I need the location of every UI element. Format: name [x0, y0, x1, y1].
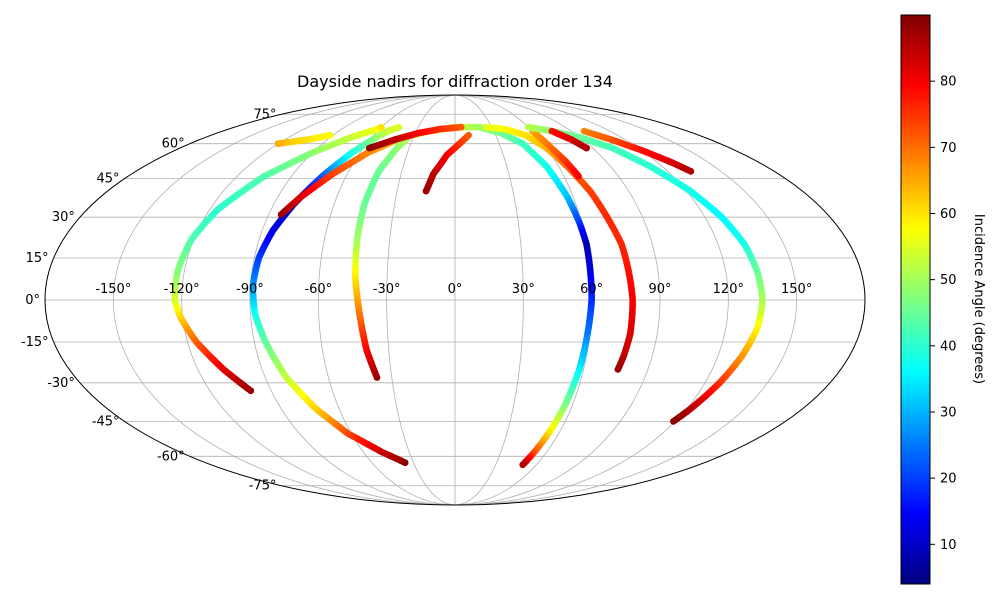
- lat-tick-label: 60°: [162, 137, 185, 152]
- lon-tick-label: 0°: [448, 282, 463, 297]
- colorbar-tick-label: 40: [940, 339, 957, 354]
- nadir-point: [519, 461, 527, 469]
- lat-tick-label: 75°: [253, 107, 276, 122]
- lon-tick-label: 60°: [580, 282, 603, 297]
- chart-title: Dayside nadirs for diffraction order 134: [297, 72, 613, 91]
- colorbar-ticks: 10 20 30 40 50 60 70 80: [930, 75, 957, 553]
- colorbar-tick-label: 60: [940, 207, 957, 222]
- colorbar-tick-label: 10: [940, 538, 957, 553]
- colorbar-tick-label: 20: [940, 472, 957, 487]
- lat-tick-label: -15°: [21, 335, 49, 350]
- colorbar-label: Incidence Angle (degrees): [971, 214, 986, 384]
- lat-tick-label: 0°: [25, 293, 40, 308]
- lon-tick-label: -90°: [236, 282, 264, 297]
- map-border: [44, 94, 866, 506]
- colorbar-gradient: [900, 14, 931, 585]
- nadir-point: [378, 123, 385, 131]
- lon-tick-label: 150°: [781, 282, 812, 297]
- nadir-point: [687, 167, 695, 175]
- map-graticule: [45, 94, 865, 506]
- colorbar-tick-label: 70: [940, 141, 957, 156]
- lon-tick-label: -150°: [95, 282, 131, 297]
- nadir-point: [326, 131, 334, 139]
- lon-tick-label: 120°: [713, 282, 744, 297]
- lon-tick-label: 30°: [512, 282, 535, 297]
- nadir-point: [395, 123, 403, 131]
- lat-tick-label: 15°: [26, 251, 49, 266]
- nadir-point: [575, 172, 582, 180]
- colorbar-tick-label: 30: [940, 405, 957, 420]
- lon-tick-label: 90°: [648, 282, 671, 297]
- nadir-point: [465, 131, 472, 139]
- lon-tick-label: -120°: [164, 282, 200, 297]
- nadir-point: [670, 417, 677, 425]
- nadir-point: [614, 365, 622, 373]
- latitude-tick-labels: 75° 60° 45° 30° 15° 0° -15° -30° -45° -60° -75°: [21, 107, 277, 493]
- nadir-point: [583, 144, 590, 152]
- longitude-tick-labels: -150° -120° -90° -60° -30° 0° 30° 60° 90° 120° 150…: [95, 282, 812, 297]
- colorbar-tick-label: 80: [940, 75, 957, 90]
- lon-tick-label: -30°: [373, 282, 401, 297]
- nadir-point: [457, 123, 465, 131]
- lat-tick-label: -60°: [157, 449, 185, 464]
- lat-tick-label: 45°: [97, 172, 120, 187]
- lat-tick-label: 30°: [52, 210, 75, 225]
- colorbar: 10 20 30 40 50 60 70 80 Incidence Angle (degree…: [900, 14, 986, 585]
- lon-tick-label: -60°: [304, 282, 332, 297]
- lat-tick-label: -45°: [92, 414, 120, 429]
- colorbar-tick-label: 50: [940, 273, 957, 288]
- lat-tick-label: -30°: [47, 376, 75, 391]
- lat-tick-label: -75°: [249, 479, 277, 494]
- nadir-points: [171, 123, 766, 469]
- map-outline: [44, 94, 866, 506]
